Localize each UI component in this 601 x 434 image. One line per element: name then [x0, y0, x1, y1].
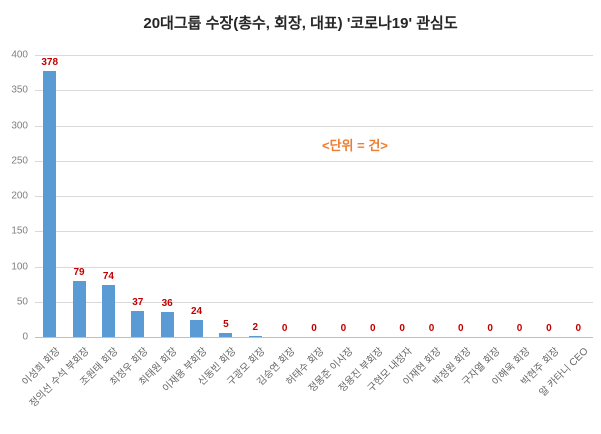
gridline	[35, 90, 593, 92]
bar-value-label: 37	[132, 296, 144, 308]
bar-value-label: 0	[458, 323, 464, 334]
bar-value-label: 79	[73, 267, 85, 279]
y-tick-label: 150	[11, 225, 28, 237]
bar-value-label: 36	[161, 297, 173, 309]
gridline	[35, 231, 593, 233]
bar-value-label: 0	[281, 323, 288, 334]
gridline	[35, 160, 593, 162]
bar	[131, 310, 145, 337]
y-tick-label: 0	[22, 331, 28, 343]
bar-value-label: 0	[399, 323, 405, 334]
bar-value-label: 0	[516, 323, 523, 334]
bar-value-label: 0	[311, 323, 317, 334]
bar-value-label: 0	[369, 323, 376, 334]
y-tick-label: 100	[11, 261, 28, 272]
y-tick-label: 400	[11, 49, 28, 61]
unit-annotation: <단위 = 건>	[322, 138, 388, 153]
bar	[248, 335, 262, 337]
bar	[101, 284, 115, 337]
bar-value-label: 74	[102, 270, 114, 282]
y-tick-label: 350	[11, 84, 28, 96]
bar-value-label: 0	[340, 323, 347, 334]
bar-value-label: 2	[252, 321, 259, 333]
x-axis-line	[35, 337, 593, 338]
bar-value-label: 0	[428, 323, 435, 334]
gridline	[35, 301, 593, 303]
gridline	[35, 266, 593, 268]
bar-value-label: 378	[41, 56, 59, 68]
bar	[190, 320, 204, 337]
y-tick-label: 50	[16, 296, 28, 308]
bar-value-label: 0	[575, 323, 582, 334]
y-tick-label: 200	[11, 190, 28, 202]
bar-value-label: 0	[487, 323, 493, 334]
bar	[160, 311, 174, 337]
gridline	[35, 196, 593, 197]
gridline	[35, 125, 593, 127]
bar-value-label: 5	[223, 319, 229, 331]
y-tick-label: 300	[11, 120, 28, 131]
bar	[72, 281, 86, 337]
bar-value-label: 0	[546, 323, 552, 334]
bar	[219, 333, 233, 337]
gridline	[35, 55, 593, 56]
y-tick-label: 250	[11, 155, 28, 167]
bar-value-label: 24	[190, 306, 203, 318]
chart-title: 20대그룹 수장(총수, 회장, 대표) '코로나19' 관심도	[143, 15, 458, 32]
bar	[43, 70, 57, 337]
